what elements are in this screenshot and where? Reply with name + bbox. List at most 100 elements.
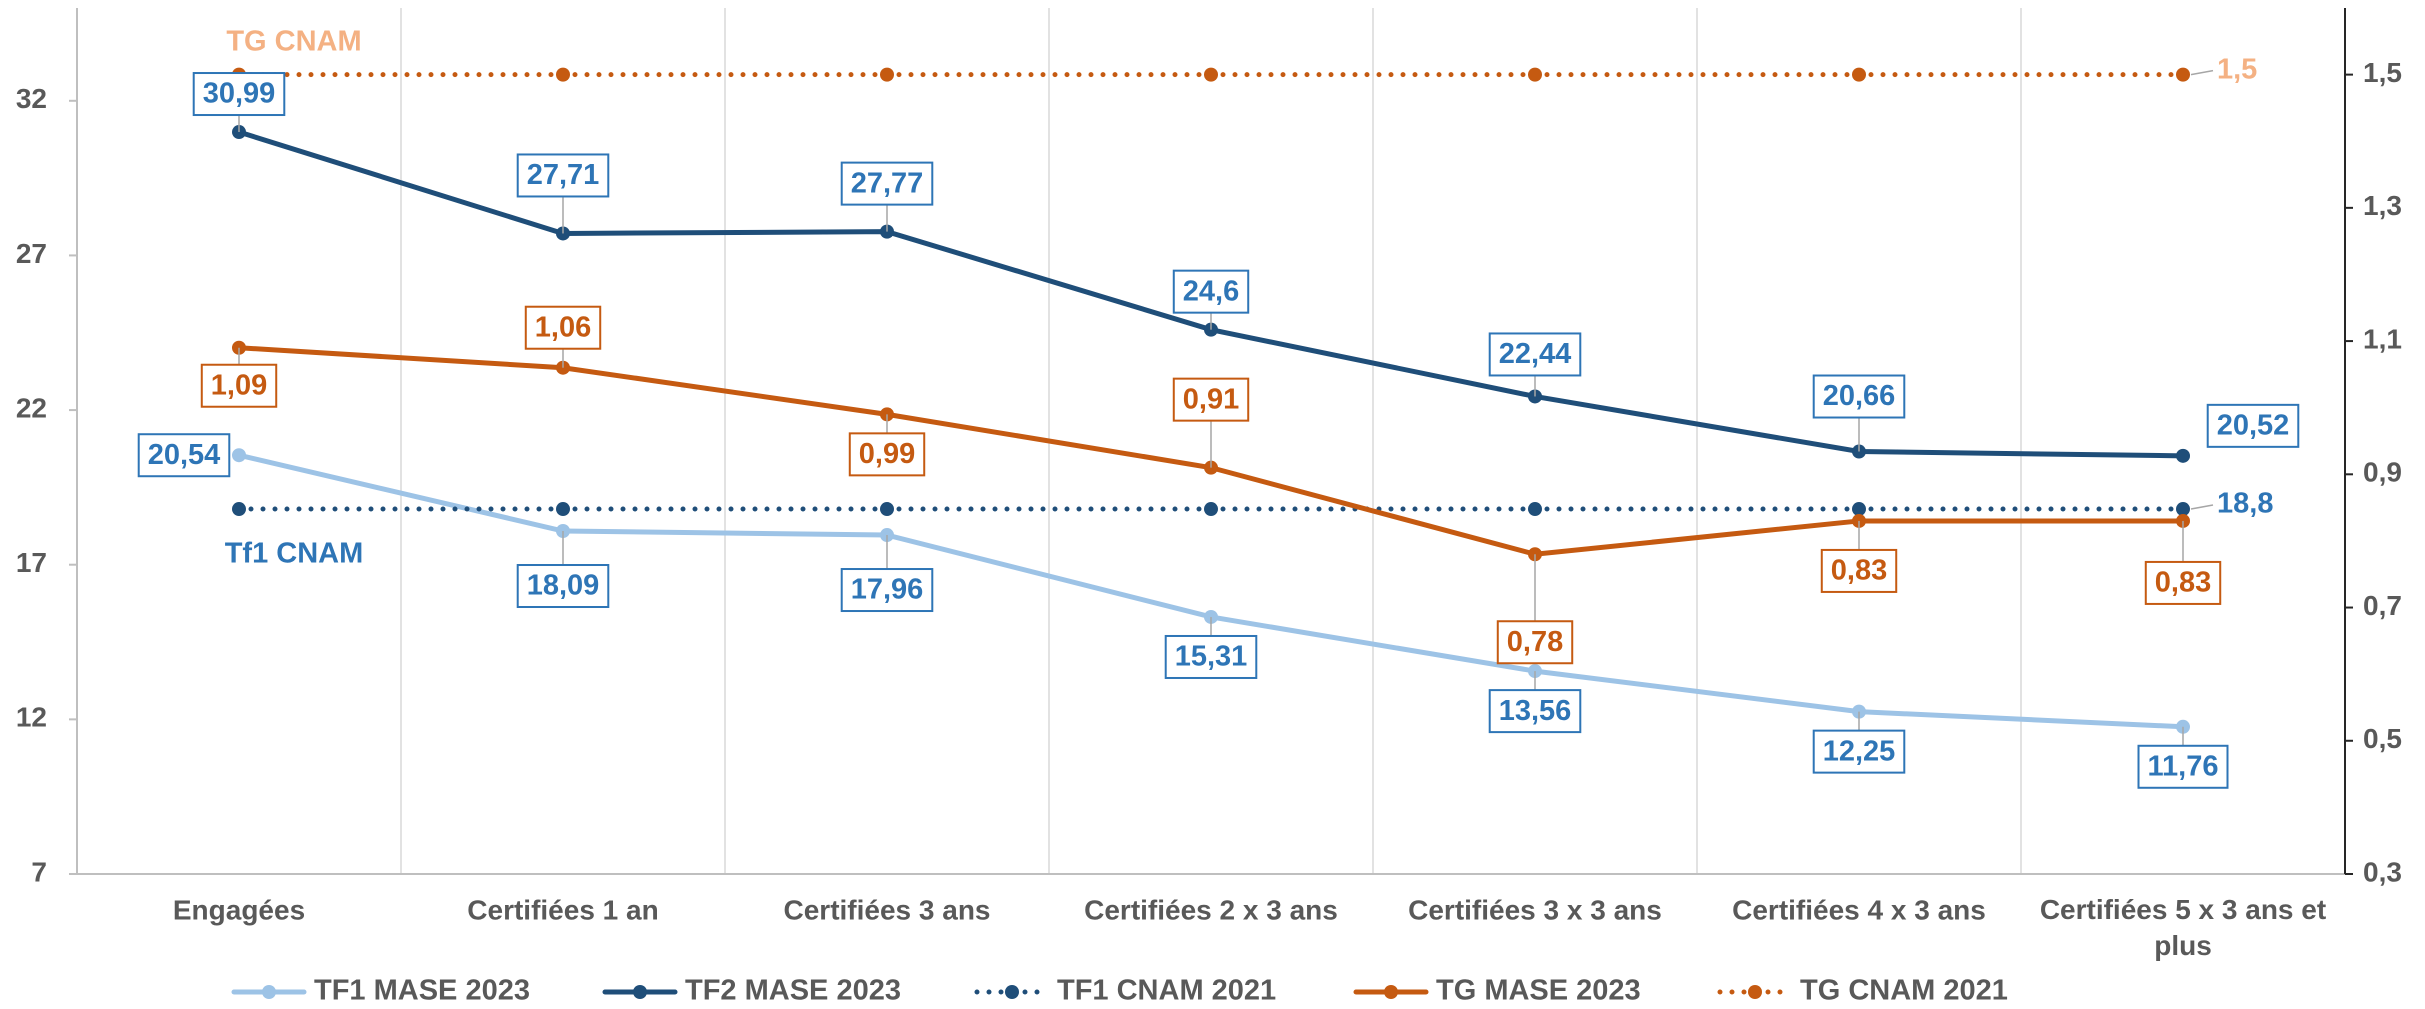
data-label-box: 17,96 xyxy=(840,568,934,613)
label-box xyxy=(840,568,934,613)
data-label: 20,66 xyxy=(1823,380,1896,412)
x-tick-label: Certifiées 1 an xyxy=(467,894,658,925)
x-tick-label: Certifiées 5 x 3 ans et plus xyxy=(2040,894,2326,961)
data-label-box: 15,31 xyxy=(1164,634,1258,679)
label-box xyxy=(516,153,610,198)
series-marker xyxy=(2176,448,2190,463)
data-label: 30,99 xyxy=(203,78,276,110)
y2-tick-label: 1,5 xyxy=(2363,57,2402,88)
y-tick-label: 27 xyxy=(16,238,47,269)
legend-label: TF2 MASE 2023 xyxy=(685,975,901,1007)
data-label: 1,06 xyxy=(535,311,591,343)
legend-label: TF1 CNAM 2021 xyxy=(1057,975,1276,1007)
data-label-box: 18,09 xyxy=(516,564,610,609)
leader-line xyxy=(2190,69,2214,76)
data-label-box: 24,6 xyxy=(1172,269,1250,314)
label-box xyxy=(2206,403,2300,448)
y-tick-label: 22 xyxy=(16,392,47,423)
series-marker xyxy=(232,448,246,463)
data-label: 22,44 xyxy=(1499,338,1572,370)
legend-marker xyxy=(1005,985,1019,999)
label-box xyxy=(516,564,610,609)
data-label: 11,76 xyxy=(2148,750,2219,782)
series-marker xyxy=(1204,502,1218,517)
data-label: 0,78 xyxy=(1507,626,1563,658)
data-label-box: 0,83 xyxy=(1820,548,1898,593)
label-box xyxy=(1172,269,1250,314)
data-label-box: 20,52 xyxy=(2206,403,2300,448)
label-box xyxy=(200,363,278,408)
series-marker xyxy=(880,502,894,517)
data-label-box: 20,66 xyxy=(1812,374,1906,419)
data-label-box: 0,99 xyxy=(848,432,926,477)
data-label: 27,71 xyxy=(527,159,600,191)
data-label-box: 30,99 xyxy=(192,72,286,117)
y-tick-label: 32 xyxy=(16,83,47,114)
y2-tick-label: 0,3 xyxy=(2363,856,2402,887)
data-label: 20,54 xyxy=(148,439,221,471)
legend-label: TG MASE 2023 xyxy=(1436,975,1641,1007)
label-box xyxy=(1820,548,1898,593)
x-tick-line: Certifiées 5 x 3 ans et xyxy=(2040,894,2326,925)
y2-tick-label: 0,9 xyxy=(2363,457,2402,488)
data-label-box: 0,83 xyxy=(2144,560,2222,605)
data-label-box: 1,09 xyxy=(200,363,278,408)
data-label-box: 20,54 xyxy=(137,433,231,478)
label-box xyxy=(1488,332,1582,377)
data-label: 13,56 xyxy=(1499,695,1572,727)
y2-tick-label: 0,5 xyxy=(2363,723,2402,754)
annotation: Tf1 CNAM xyxy=(225,538,364,570)
data-label-box: 11,76 xyxy=(2137,744,2229,789)
legend-marker xyxy=(1384,985,1398,999)
y-tick-label: 7 xyxy=(31,856,47,887)
data-label: 0,91 xyxy=(1183,383,1239,415)
series-marker xyxy=(880,67,894,82)
data-label-box: 27,71 xyxy=(516,153,610,198)
legend-marker xyxy=(1748,985,1762,999)
data-label: 18,8 xyxy=(2217,488,2273,520)
data-label: 0,83 xyxy=(1831,555,1887,587)
legend-marker xyxy=(262,985,276,999)
y-tick-label: 12 xyxy=(16,702,47,733)
data-label-box: 0,91 xyxy=(1172,377,1250,422)
data-label-box: 22,44 xyxy=(1488,332,1582,377)
series-marker xyxy=(2176,67,2190,82)
series-marker xyxy=(556,502,570,517)
x-tick-label: Certifiées 4 x 3 ans xyxy=(1732,894,1986,925)
data-label-box: 0,78 xyxy=(1496,620,1574,665)
data-label: 18,09 xyxy=(527,570,600,602)
data-label: 15,31 xyxy=(1175,641,1248,673)
annotation: TG CNAM xyxy=(226,26,361,58)
data-label: 0,99 xyxy=(859,438,915,470)
data-label-box: 27,77 xyxy=(840,161,934,206)
data-label-box: 13,56 xyxy=(1488,689,1582,734)
label-box xyxy=(1812,729,1906,774)
y-tick-label: 17 xyxy=(16,547,47,578)
series-marker xyxy=(1528,502,1542,517)
label-box xyxy=(848,432,926,477)
data-label: 20,52 xyxy=(2217,410,2290,442)
data-label: 0,83 xyxy=(2155,567,2211,599)
label-box xyxy=(2137,744,2229,789)
data-label: 27,77 xyxy=(851,167,924,199)
series-marker xyxy=(1204,67,1218,82)
series-marker xyxy=(1852,67,1866,82)
x-tick-label: Certifiées 3 ans xyxy=(784,894,991,925)
label-box xyxy=(137,433,231,478)
y2-tick-label: 1,1 xyxy=(2363,323,2402,354)
x-tick-label: Certifiées 2 x 3 ans xyxy=(1084,894,1338,925)
label-box xyxy=(524,305,602,350)
series-marker xyxy=(1852,502,1866,517)
data-label: 1,09 xyxy=(211,369,267,401)
label-box xyxy=(2144,560,2222,605)
label-box xyxy=(1172,377,1250,422)
label-box xyxy=(1496,620,1574,665)
legend-label: TF1 MASE 2023 xyxy=(314,975,530,1007)
x-tick-label: Engagées xyxy=(173,894,305,925)
data-label-box: 1,06 xyxy=(524,305,602,350)
x-tick-label: Certifiées 3 x 3 ans xyxy=(1408,894,1662,925)
series-marker xyxy=(2176,502,2190,517)
data-label: 24,6 xyxy=(1183,275,1239,307)
leader-line xyxy=(2190,504,2214,510)
